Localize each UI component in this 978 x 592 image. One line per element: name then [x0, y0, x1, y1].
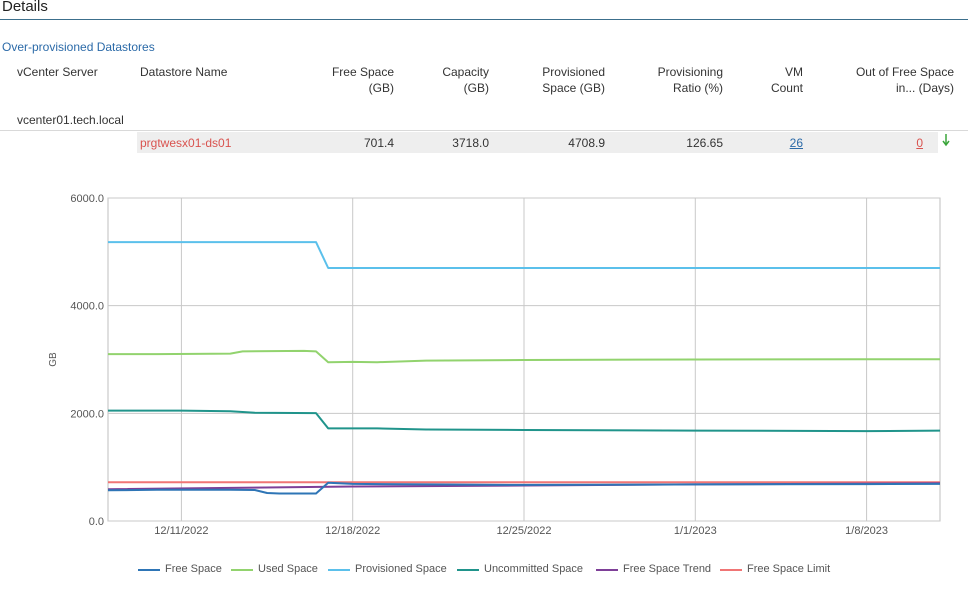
series-line-used-space [108, 349, 940, 364]
header-label: Capacity [442, 65, 489, 79]
out-of-free-space-link[interactable]: 0 [916, 136, 923, 150]
header-label: Out of Free Space [855, 65, 954, 79]
header-label: Free Space [331, 65, 394, 79]
header-out-of-free-space[interactable]: Out of Free Space in... (Days) [826, 64, 954, 96]
legend-swatch [328, 569, 350, 571]
x-tick-label: 1/1/2023 [674, 525, 717, 537]
x-tick-label: 12/25/2022 [496, 525, 551, 537]
header-sublabel: (GB) [368, 81, 394, 95]
legend-label: Free Space Trend [623, 563, 712, 575]
header-sublabel: Space (GB) [542, 81, 605, 95]
header-free-space[interactable]: Free Space (GB) [304, 64, 394, 96]
header-provisioning-ratio[interactable]: Provisioning Ratio (%) [613, 64, 723, 96]
arrow-down-icon [942, 134, 950, 147]
page-title: Details [2, 0, 48, 15]
header-sublabel: in... (Days) [895, 81, 954, 95]
header-provisioned-space[interactable]: Provisioned Space (GB) [500, 64, 605, 96]
legend-swatch [596, 569, 618, 571]
header-sublabel: (GB) [463, 81, 489, 95]
legend-label: Uncommitted Space [484, 563, 584, 575]
legend-label: Free Space [165, 563, 222, 575]
legend-swatch [231, 569, 253, 571]
y-tick-label: 4000.0 [70, 301, 104, 313]
y-tick-label: 0.0 [89, 516, 104, 528]
x-tick-label: 12/11/2022 [154, 525, 208, 537]
header-capacity[interactable]: Capacity (GB) [400, 64, 489, 96]
header-label: vCenter Server [17, 65, 98, 79]
x-tick-label: 12/18/2022 [325, 525, 380, 537]
vcenter-server-group-label: vcenter01.tech.local [17, 113, 124, 127]
x-tick-label: 1/8/2023 [845, 525, 888, 537]
legend-label: Free Space Limit [747, 563, 831, 575]
chart-legend: Free Space Used Space Provisioned Space Unc… [0, 562, 978, 578]
y-tick-label: 6000.0 [70, 193, 104, 205]
header-sublabel: Ratio (%) [672, 81, 723, 95]
y-tick-label: 2000.0 [70, 408, 104, 420]
header-label: Datastore Name [140, 65, 228, 79]
header-vcenter-server[interactable]: vCenter Server [17, 64, 98, 80]
capacity-line-chart: 0.0 2000.0 4000.0 6000.0 12/11/2022 12/18/202… [48, 193, 941, 537]
legend-swatch [457, 569, 479, 571]
header-datastore-name[interactable]: Datastore Name [140, 64, 227, 80]
capacity-cell: 3718.0 [452, 136, 489, 150]
legend-label: Used Space [258, 563, 318, 575]
y-axis-label: GB [48, 352, 59, 367]
free-space-cell: 701.4 [363, 136, 394, 150]
series-line-free-space [107, 481, 941, 495]
section-title: Over-provisioned Datastores [2, 40, 155, 54]
series-line-uncommitted-space [108, 409, 941, 433]
header-vm-count[interactable]: VM Count [735, 64, 803, 96]
datastore-name-cell[interactable]: prgtwesx01-ds01 [140, 136, 232, 150]
header-label: Provisioning [657, 65, 723, 79]
table-row[interactable] [137, 132, 938, 153]
provisioned-space-cell: 4708.9 [568, 136, 605, 150]
details-header: Details [0, 0, 968, 20]
header-sublabel: Count [770, 81, 803, 95]
header-label: Provisioned [542, 65, 605, 79]
row-divider [0, 130, 968, 131]
series-line-provisioned-space [108, 241, 940, 269]
header-label: VM [785, 65, 803, 79]
vm-count-link[interactable]: 26 [789, 136, 803, 150]
legend-swatch [138, 569, 160, 571]
legend-label: Provisioned Space [355, 563, 447, 575]
provisioning-ratio-cell: 126.65 [686, 136, 723, 150]
legend-swatch [720, 569, 742, 571]
